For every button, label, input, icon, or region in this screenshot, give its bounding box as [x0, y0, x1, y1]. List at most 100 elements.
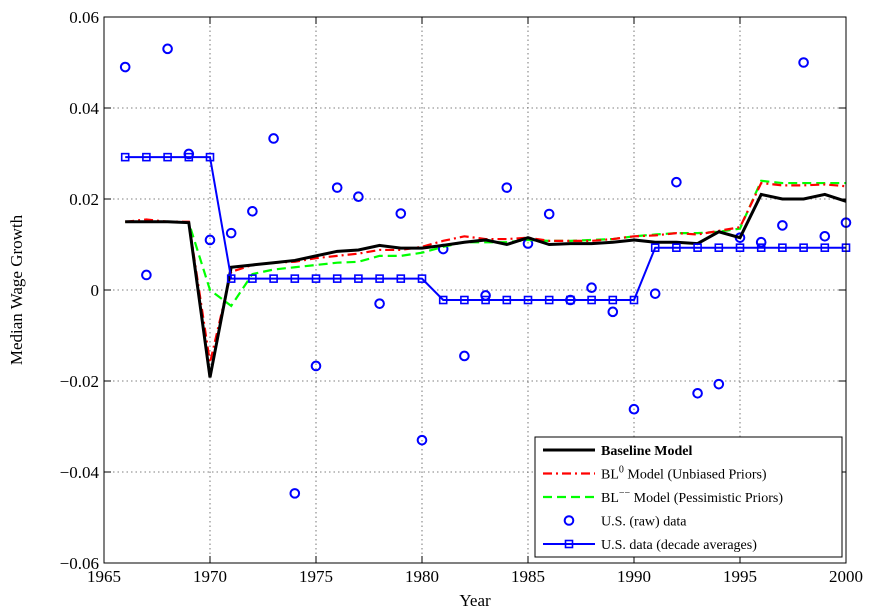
- data-point: [183, 148, 195, 160]
- data-point: [778, 243, 787, 252]
- data-point: [120, 152, 130, 162]
- data-point: [290, 274, 300, 283]
- data-point: [226, 274, 236, 283]
- data-point: [460, 295, 469, 305]
- data-point: [268, 133, 279, 144]
- legend-label-base: BL: [601, 491, 619, 506]
- data-point: [628, 403, 640, 415]
- x-tick-label: 1975: [299, 567, 333, 586]
- data-point: [416, 434, 428, 446]
- data-point: [481, 295, 490, 305]
- data-point: [162, 43, 173, 55]
- legend-label: BL−− Model (Pessimistic Priors): [601, 488, 783, 506]
- y-axis-label: Median Wage Growth: [7, 214, 26, 365]
- x-axis-label: Year: [459, 591, 491, 610]
- data-point: [608, 295, 618, 305]
- legend-label: Baseline Model: [601, 444, 692, 459]
- data-point: [819, 231, 831, 242]
- data-point: [607, 306, 619, 318]
- legend-label: U.S. data (decade averages): [601, 538, 757, 553]
- data-point: [205, 152, 215, 162]
- data-point: [755, 236, 767, 248]
- data-point: [629, 295, 639, 305]
- data-point: [714, 243, 724, 252]
- data-point: [375, 274, 384, 283]
- data-point: [586, 282, 597, 294]
- series-layer: [119, 43, 852, 499]
- y-tick-label: 0: [91, 281, 100, 300]
- x-tick-label: 2000: [829, 567, 863, 586]
- data-point: [650, 243, 660, 252]
- legend-swatch-marker: [564, 539, 574, 549]
- data-point: [459, 350, 470, 362]
- data-point: [502, 295, 512, 305]
- data-point: [692, 387, 703, 399]
- axis-ticks: 1965 1970 1975 1980 1985 1990 1995 2000 −0.06 −0.…: [60, 8, 863, 586]
- data-point: [820, 243, 830, 252]
- series-4: [120, 152, 851, 305]
- legend-label-sup: 0: [619, 465, 624, 476]
- data-point: [649, 288, 661, 299]
- data-point: [798, 57, 809, 68]
- data-point: [204, 234, 216, 246]
- legend-swatch-marker: [563, 515, 575, 526]
- data-point: [142, 152, 151, 162]
- data-point: [544, 295, 554, 305]
- x-tick-label: 1985: [511, 567, 545, 586]
- legend-label-base: BL: [601, 468, 619, 483]
- series-3: [119, 43, 852, 499]
- y-tick-label: −0.04: [60, 463, 100, 482]
- data-point: [354, 274, 363, 283]
- y-tick-label: 0.02: [69, 190, 99, 209]
- y-tick-label: −0.02: [60, 372, 99, 391]
- y-tick-label: 0.06: [69, 8, 99, 27]
- data-point: [141, 269, 152, 281]
- series-line: [125, 192, 847, 378]
- legend-label: BL0 Model (Unbiased Priors): [601, 465, 767, 483]
- data-point: [756, 243, 766, 252]
- data-point: [331, 182, 343, 193]
- data-point: [163, 152, 172, 162]
- data-point: [184, 152, 194, 162]
- y-tick-label: 0.04: [69, 99, 99, 118]
- data-point: [310, 360, 322, 372]
- data-point: [311, 274, 321, 283]
- data-point: [332, 274, 342, 283]
- data-point: [417, 274, 427, 283]
- data-point: [269, 274, 278, 283]
- x-tick-label: 1965: [87, 567, 121, 586]
- data-point: [693, 243, 702, 252]
- data-point: [671, 176, 682, 188]
- x-tick-label: 1995: [723, 567, 757, 586]
- data-point: [225, 227, 237, 239]
- data-point: [713, 378, 725, 390]
- legend-label-rest: Model (Pessimistic Priors): [630, 491, 783, 506]
- data-point: [543, 208, 555, 220]
- series-0: [125, 192, 847, 378]
- x-tick-label: 1970: [193, 567, 227, 586]
- legend-label-rest: Model (Unbiased Priors): [624, 468, 767, 483]
- data-point: [395, 208, 407, 219]
- data-point: [374, 298, 385, 309]
- data-point: [735, 243, 745, 252]
- data-point: [799, 243, 808, 252]
- legend-label: U.S. (raw) data: [601, 515, 687, 530]
- data-point: [566, 295, 575, 305]
- data-point: [289, 488, 301, 499]
- data-point: [672, 243, 681, 252]
- data-point: [501, 182, 513, 193]
- data-point: [119, 61, 131, 73]
- series-line: [125, 156, 846, 302]
- y-tick-label: −0.06: [60, 554, 99, 573]
- data-point: [777, 220, 788, 231]
- data-point: [587, 295, 596, 305]
- legend-label-sup: −−: [619, 488, 631, 499]
- data-point: [248, 274, 257, 283]
- x-tick-label: 1980: [405, 567, 439, 586]
- x-tick-label: 1990: [617, 567, 651, 586]
- data-point: [396, 274, 406, 283]
- data-point: [523, 295, 533, 305]
- data-point: [438, 295, 448, 305]
